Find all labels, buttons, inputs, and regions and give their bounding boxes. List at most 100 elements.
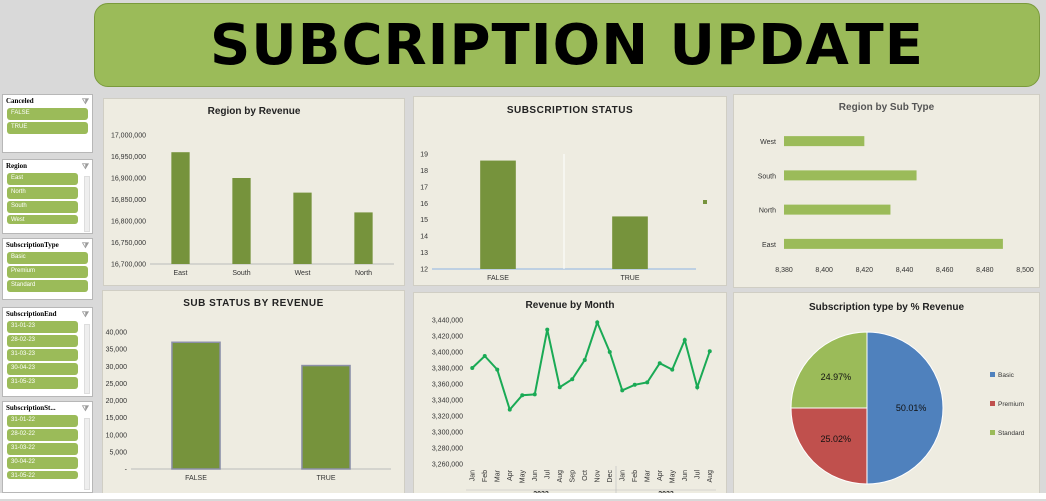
y-tick-label: 3,400,000 xyxy=(432,350,463,357)
slicer-title: SubscriptionType xyxy=(6,241,59,249)
filter-icon[interactable]: ⧩ xyxy=(81,241,89,250)
slicer-item[interactable]: North xyxy=(7,187,78,199)
slicer-title: SubscriptionSt... xyxy=(6,404,56,412)
chart-title: Region by Revenue xyxy=(207,106,301,117)
slicer-header: SubscriptionEnd ⧩ xyxy=(3,308,92,320)
chart-region-revenue[interactable]: Region by Revenue 17,000,000 16,950,000 16… xyxy=(103,98,405,286)
data-point xyxy=(532,392,537,397)
chart-revenue-month[interactable]: Revenue by Month 3,440,000 3,420,000 3,400… xyxy=(413,292,727,498)
chart-title: SUBSCRIPTION STATUS xyxy=(506,105,634,116)
x-tick-label: Oct xyxy=(582,470,589,481)
y-tick-label: North xyxy=(759,208,776,215)
bar xyxy=(293,192,312,264)
slicer-scrollbar[interactable] xyxy=(84,176,90,232)
chart-sub-status-revenue[interactable]: SUB STATUS BY REVENUE 40,000 35,000 30,000… xyxy=(102,290,405,495)
y-tick-label: 3,300,000 xyxy=(432,430,463,437)
slicer-item[interactable]: TRUE xyxy=(7,122,88,134)
pie-slice xyxy=(790,331,868,409)
y-tick-label: 20,000 xyxy=(106,398,128,405)
slicer-canceled[interactable]: Canceled ⧩ FALSE TRUE xyxy=(2,94,93,153)
x-tick-label: 8,400 xyxy=(815,267,833,274)
x-tick-label: Mar xyxy=(494,469,501,482)
series-line xyxy=(471,319,711,412)
x-tick-label: Apr xyxy=(657,469,664,481)
data-label: 25.02% xyxy=(821,434,852,444)
slicer-region[interactable]: Region ⧩ East North South West xyxy=(2,159,93,234)
x-tick-label: 8,440 xyxy=(896,267,914,274)
slicer-item[interactable]: 31-05-23 xyxy=(7,377,78,389)
data-point xyxy=(482,354,487,358)
filter-icon[interactable]: ⧩ xyxy=(81,404,89,413)
x-tick-label: North xyxy=(355,270,372,277)
y-tick-label: 3,320,000 xyxy=(432,414,463,421)
y-tick-label: 16,900,000 xyxy=(111,176,146,183)
slicer-item[interactable]: 31-01-23 xyxy=(7,321,78,333)
bar xyxy=(784,204,891,215)
filter-icon[interactable]: ⧩ xyxy=(81,310,89,319)
bar xyxy=(301,364,351,470)
y-tick-label: 19 xyxy=(420,152,428,159)
slicer-item[interactable]: 30-04-23 xyxy=(7,363,78,375)
slicer-scrollbar[interactable] xyxy=(84,324,90,394)
x-tick-label: Apr xyxy=(507,469,514,481)
y-tick-label: 30,000 xyxy=(106,364,128,371)
slicer-scrollbar[interactable] xyxy=(84,418,90,490)
slicer-item[interactable]: Standard xyxy=(7,280,88,292)
slicer-subscription-end[interactable]: SubscriptionEnd ⧩ 31-01-23 28-02-23 31-03… xyxy=(2,307,93,397)
y-tick-label: 35,000 xyxy=(106,347,128,354)
y-tick-label: 16,850,000 xyxy=(111,197,146,204)
slicer-subscription-start[interactable]: SubscriptionSt... ⧩ 31-01-22 28-02-22 31-… xyxy=(2,401,93,493)
data-point xyxy=(707,349,712,354)
data-point xyxy=(570,377,575,382)
data-point xyxy=(620,388,625,393)
slicer-item[interactable]: East xyxy=(7,173,78,185)
bar xyxy=(784,170,917,181)
filter-icon[interactable]: ⧩ xyxy=(81,162,89,171)
y-tick-label: 18 xyxy=(420,168,428,175)
x-tick-label: East xyxy=(173,270,187,277)
y-tick-label: East xyxy=(762,242,776,249)
x-tick-label: Sep xyxy=(569,470,576,483)
slicer-item[interactable]: 30-04-22 xyxy=(7,457,78,469)
y-tick-label: 14 xyxy=(420,234,428,241)
slicer-item[interactable]: FALSE xyxy=(7,108,88,120)
data-point xyxy=(507,407,512,412)
slicer-subscription-type[interactable]: SubscriptionType ⧩ Basic Premium Standard xyxy=(2,238,93,300)
chart-subtype-percent[interactable]: Subscription type by % Revenue 50.01% 25.… xyxy=(733,292,1040,495)
data-point xyxy=(595,320,600,325)
y-tick-label: 3,380,000 xyxy=(432,366,463,373)
data-point xyxy=(632,382,637,387)
data-point xyxy=(520,393,525,398)
data-label: 50.01% xyxy=(896,403,927,413)
y-tick-label: - xyxy=(125,467,128,474)
x-tick-label: South xyxy=(232,270,250,277)
x-tick-label: Aug xyxy=(557,470,564,483)
chart-title: Region by Sub Type xyxy=(838,102,935,113)
slicer-header: Canceled ⧩ xyxy=(3,95,92,107)
y-tick-label: 3,280,000 xyxy=(432,446,463,453)
x-tick-label: Jan xyxy=(619,470,626,481)
filter-icon[interactable]: ⧩ xyxy=(81,97,89,106)
slicer-item[interactable]: 31-05-22 xyxy=(7,471,78,479)
slicer-item[interactable]: Premium xyxy=(7,266,88,278)
chart-subscription-status[interactable]: SUBSCRIPTION STATUS 19 18 17 16 15 14 13 12 FALS… xyxy=(413,96,727,286)
slicer-item[interactable]: West xyxy=(7,215,78,224)
slicer-item[interactable]: 28-02-23 xyxy=(7,335,78,347)
slicer-item[interactable]: 31-03-22 xyxy=(7,443,78,455)
chart-region-subtype[interactable]: Region by Sub Type 8,380 8,400 8,420 8,440 8… xyxy=(733,94,1040,288)
y-tick-label: 3,440,000 xyxy=(432,318,463,325)
data-point xyxy=(582,358,587,362)
bar xyxy=(784,238,1003,249)
slicer-item[interactable]: Basic xyxy=(7,252,88,264)
y-tick-label: 3,260,000 xyxy=(432,462,463,469)
revenue-month-svg: 3,440,000 3,420,000 3,400,000 3,380,000 3,36… xyxy=(432,318,716,498)
dashboard-title: SUBCRIPTION UPDATE xyxy=(209,12,925,78)
slicer-item[interactable]: 31-01-22 xyxy=(7,415,78,427)
x-tick-label: TRUE xyxy=(316,475,335,482)
legend-marker xyxy=(703,200,707,204)
slicer-item[interactable]: 31-03-23 xyxy=(7,349,78,361)
slicer-item[interactable]: 28-02-22 xyxy=(7,429,78,441)
legend-marker xyxy=(990,430,995,435)
slicer-header: SubscriptionSt... ⧩ xyxy=(3,402,92,414)
slicer-item[interactable]: South xyxy=(7,201,78,213)
